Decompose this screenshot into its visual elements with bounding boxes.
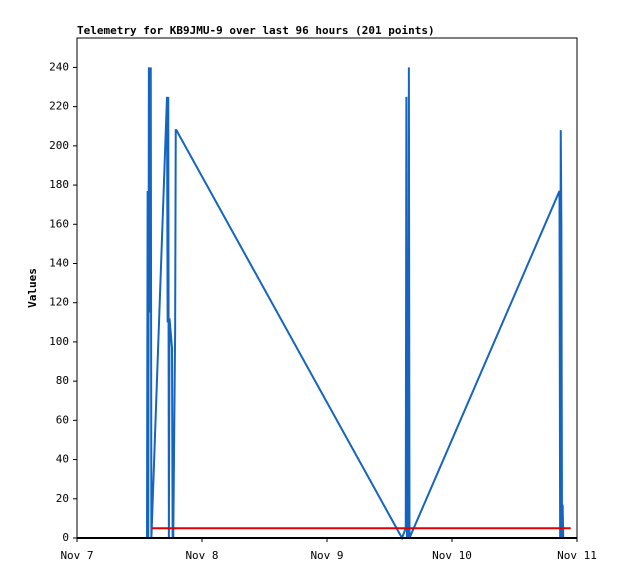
y-axis-label: Values <box>26 268 39 308</box>
y-tick-label: 220 <box>49 100 69 113</box>
y-tick-label: 200 <box>49 139 69 152</box>
y-tick-label: 20 <box>56 492 69 505</box>
y-tick-label: 0 <box>62 531 69 544</box>
y-tick-label: 100 <box>49 335 69 348</box>
x-tick-label: Nov 9 <box>310 549 343 562</box>
y-tick-label: 160 <box>49 217 69 230</box>
chart-title: Telemetry for KB9JMU-9 over last 96 hour… <box>77 24 435 37</box>
x-tick-label: Nov 7 <box>60 549 93 562</box>
x-tick-label: Nov 10 <box>432 549 472 562</box>
x-tick-label: Nov 8 <box>185 549 218 562</box>
y-tick-label: 180 <box>49 178 69 191</box>
y-tick-label: 140 <box>49 256 69 269</box>
y-tick-label: 60 <box>56 413 69 426</box>
y-tick-label: 80 <box>56 374 69 387</box>
data-line <box>146 67 565 541</box>
x-tick-label: Nov 11 <box>557 549 597 562</box>
y-tick-label: 40 <box>56 453 69 466</box>
y-tick-label: 240 <box>49 60 69 73</box>
y-tick-label: 120 <box>49 296 69 309</box>
